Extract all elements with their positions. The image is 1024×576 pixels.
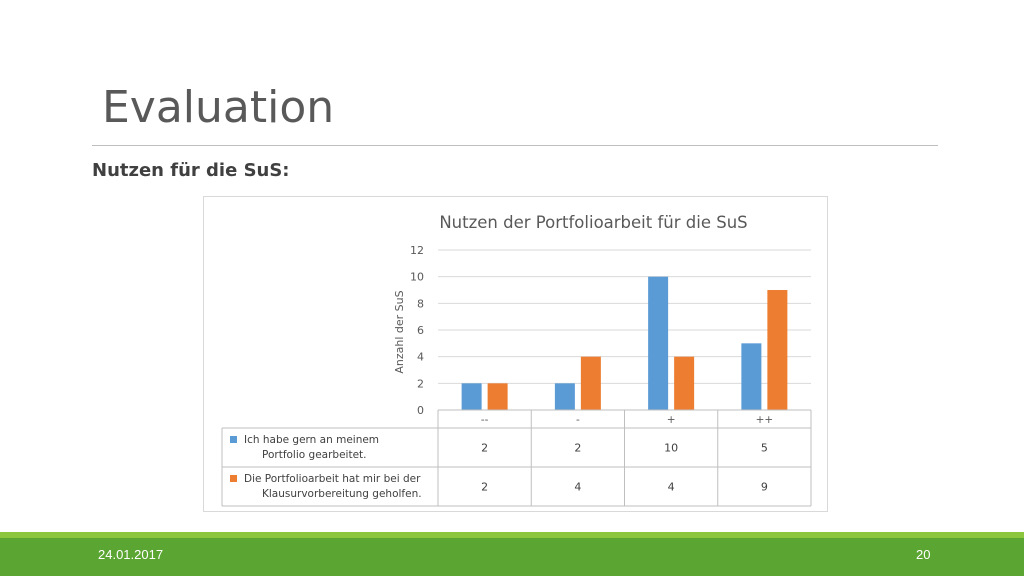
footer-accent-bar xyxy=(0,532,1024,538)
bar xyxy=(487,383,508,410)
table-value: 2 xyxy=(574,442,581,455)
chart-title: Nutzen der Portfolioarbeit für die SuS xyxy=(439,213,747,232)
table-value: 9 xyxy=(761,481,768,494)
footer-date: 24.01.2017 xyxy=(98,547,164,562)
y-tick-label: 0 xyxy=(417,404,424,417)
x-category-label: -- xyxy=(481,414,489,426)
footer-bar xyxy=(0,538,1024,576)
bar xyxy=(648,276,669,410)
y-tick-label: 10 xyxy=(410,271,424,284)
page-number: 20 xyxy=(916,547,931,562)
bar xyxy=(461,383,482,410)
y-tick-label: 2 xyxy=(417,377,424,390)
y-tick-label: 4 xyxy=(417,351,424,364)
chart-frame: Nutzen der Portfolioarbeit für die SuS 0 2… xyxy=(203,196,828,512)
y-axis-label: Anzahl der SuS xyxy=(393,290,406,373)
slide-title: Evaluation xyxy=(102,82,335,133)
y-tick-label: 6 xyxy=(417,324,424,337)
table-value: 4 xyxy=(668,481,675,494)
legend-entry: Ich habe gern an meinem Portfolio gearbei… xyxy=(244,434,379,461)
table-value: 2 xyxy=(481,481,488,494)
bar xyxy=(741,343,762,410)
bar xyxy=(674,356,695,410)
x-category-label: - xyxy=(576,414,580,426)
y-tick-label: 12 xyxy=(410,244,424,257)
chart: Nutzen der Portfolioarbeit für die SuS 0 2… xyxy=(221,213,812,507)
table-value: 10 xyxy=(664,442,678,455)
y-tick-label: 8 xyxy=(417,297,424,310)
slide-subtitle: Nutzen für die SuS: xyxy=(92,160,290,181)
x-category-label: + xyxy=(667,414,676,426)
title-divider xyxy=(92,145,938,146)
x-category-label: ++ xyxy=(756,414,774,426)
bar xyxy=(767,290,788,410)
legend-entry: Die Portfolioarbeit hat mir bei der Klaus… xyxy=(244,473,422,500)
bar xyxy=(554,383,575,410)
table-value: 5 xyxy=(761,442,768,455)
table-value: 2 xyxy=(481,442,488,455)
bar xyxy=(580,356,601,410)
legend-swatch xyxy=(230,436,237,443)
table-value: 4 xyxy=(574,481,581,494)
legend-swatch xyxy=(230,475,237,482)
